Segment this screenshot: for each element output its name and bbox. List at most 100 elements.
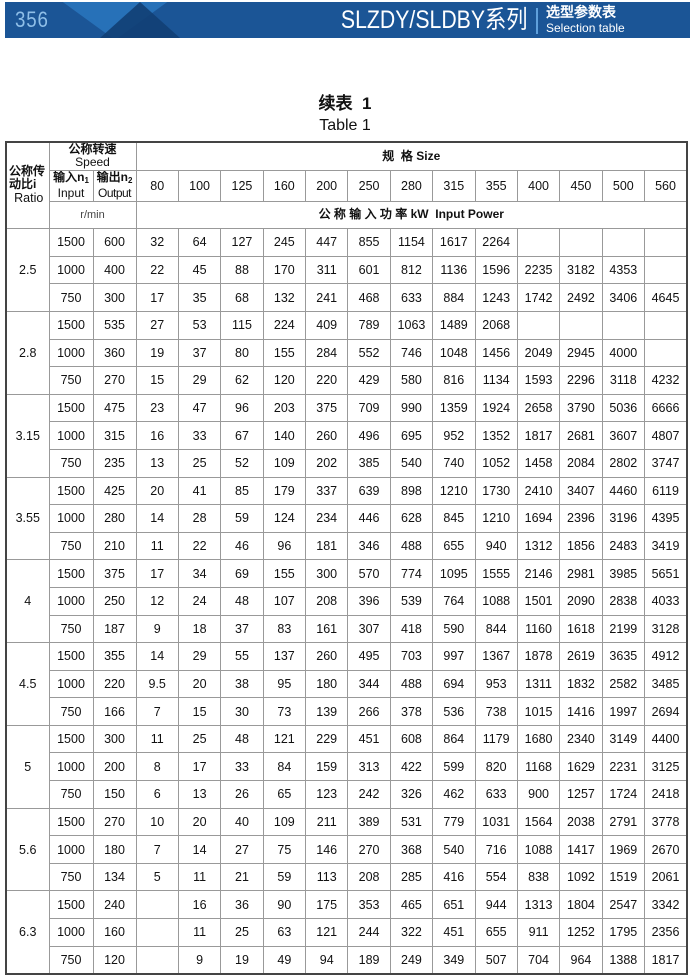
power-cell: 580 [389, 366, 434, 395]
power-cell: 245 [262, 228, 307, 257]
input-speed-cell: 1500 [48, 476, 94, 506]
power-cell: 25 [177, 448, 222, 478]
power-cell: 344 [347, 669, 391, 699]
power-cell: 2038 [559, 807, 603, 837]
power-cell: 9 [135, 614, 179, 644]
output-speed-cell: 120 [92, 945, 137, 975]
power-cell: 2084 [559, 448, 603, 478]
power-cell: 409 [305, 310, 349, 340]
power-cell: 1063 [389, 310, 434, 340]
power-cell: 38 [220, 669, 264, 699]
input-speed-cell: 750 [48, 780, 94, 809]
power-cell [601, 310, 646, 340]
power-cell: 208 [347, 862, 391, 892]
table-row: 5 1500 300 11 25 48 121 229 451 608 864 1179 1680 234… [5, 724, 688, 809]
power-cell: 1593 [516, 366, 561, 395]
power-cell: 189 [347, 945, 391, 975]
power-cell: 75 [262, 835, 307, 864]
output-speed-cell: 375 [92, 559, 137, 588]
power-cell: 21 [220, 862, 264, 892]
power-cell: 779 [432, 807, 476, 837]
power-cell: 16 [177, 890, 222, 920]
power-cell: 1243 [474, 283, 518, 312]
power-cell: 1742 [516, 283, 561, 312]
power-cell: 140 [262, 421, 307, 450]
power-cell: 49 [262, 945, 307, 975]
output-speed-cell: 134 [92, 862, 137, 892]
power-cell: 898 [389, 476, 434, 506]
power-cell: 202 [305, 448, 349, 478]
power-cell: 109 [262, 807, 307, 837]
power-cell: 1015 [516, 697, 561, 726]
power-cell: 1136 [432, 255, 476, 285]
power-cell: 1458 [516, 448, 561, 478]
power-cell: 181 [305, 531, 349, 561]
power-cell: 3125 [644, 752, 688, 782]
power-cell: 4395 [644, 504, 688, 533]
table-row: 750 210 11 22 46 96 181 346 488 655 940 1312 1856 248… [6, 531, 688, 561]
power-cell: 4033 [644, 586, 688, 616]
input-speed-cell: 1000 [48, 918, 94, 947]
power-cell: 590 [432, 614, 476, 644]
table-row: 750 120 9 19 49 94 189 249 349 507 704 964 1388 1817 [6, 945, 688, 975]
power-cell: 121 [305, 918, 349, 947]
power-cell [644, 338, 688, 368]
input-speed-cell: 1500 [48, 228, 94, 257]
size-header: 规 格 Size [135, 141, 688, 171]
power-cell: 55 [220, 642, 264, 671]
power-cell: 1997 [601, 697, 646, 726]
power-cell: 14 [177, 835, 222, 864]
power-cell: 4353 [601, 255, 646, 285]
power-cell: 322 [389, 918, 434, 947]
power-cell: 62 [220, 366, 264, 395]
power-cell: 655 [474, 918, 518, 947]
power-cell: 4400 [644, 724, 688, 754]
power-cell [135, 945, 179, 975]
power-cell: 353 [347, 890, 391, 920]
power-cell: 132 [262, 283, 307, 312]
power-cell: 633 [474, 780, 518, 809]
power-cell: 17 [177, 752, 222, 782]
power-cell: 740 [432, 448, 476, 478]
power-cell: 1134 [474, 366, 518, 395]
power-cell: 244 [347, 918, 391, 947]
power-cell: 695 [389, 421, 434, 450]
power-cell: 1252 [559, 918, 603, 947]
ratio-cell: 4.5 [5, 642, 50, 726]
output-speed-cell: 240 [92, 890, 137, 920]
table-row: 4.5 1500 355 14 29 55 137 260 495 703 997 1367 1878 2… [5, 642, 688, 726]
power-cell: 540 [432, 835, 476, 864]
power-cell: 15 [177, 697, 222, 726]
input-speed-cell: 1000 [48, 752, 94, 782]
size-column-header: 315 [432, 169, 476, 202]
power-cell: 1856 [559, 531, 603, 561]
size-column-header: 250 [347, 169, 391, 202]
size-column-header: 125 [220, 169, 264, 202]
power-cell: 997 [432, 642, 476, 671]
power-cell: 633 [389, 283, 434, 312]
power-cell: 554 [474, 862, 518, 892]
table-row: 2.5 1500 600 32 64 127 245 447 855 1154 1617 2264 [5, 228, 688, 312]
section-title-en: Selection table [546, 21, 625, 35]
table-row: 750 300 17 35 68 132 241 468 633 884 1243 1742 2492 3… [6, 283, 688, 312]
power-cell: 85 [220, 476, 264, 506]
input-speed-cell: 1000 [48, 338, 94, 368]
power-cell: 1596 [474, 255, 518, 285]
power-cell: 1257 [559, 780, 603, 809]
power-cell: 36 [220, 890, 264, 920]
power-cell: 5651 [644, 559, 688, 588]
power-cell: 94 [305, 945, 349, 975]
power-cell: 260 [305, 421, 349, 450]
series-title: SLZDY/SLDBY系列 [341, 6, 528, 34]
power-cell: 170 [262, 255, 307, 285]
power-header: 公 称 输 入 功 率 kW Input Power [135, 200, 688, 230]
power-cell: 2670 [644, 835, 688, 864]
power-cell: 34 [177, 559, 222, 588]
power-cell: 161 [305, 614, 349, 644]
size-column-header: 100 [177, 169, 222, 202]
size-column-header: 400 [516, 169, 561, 202]
power-cell: 11 [177, 918, 222, 947]
power-cell: 539 [389, 586, 434, 616]
power-cell: 346 [347, 531, 391, 561]
power-cell: 496 [347, 421, 391, 450]
